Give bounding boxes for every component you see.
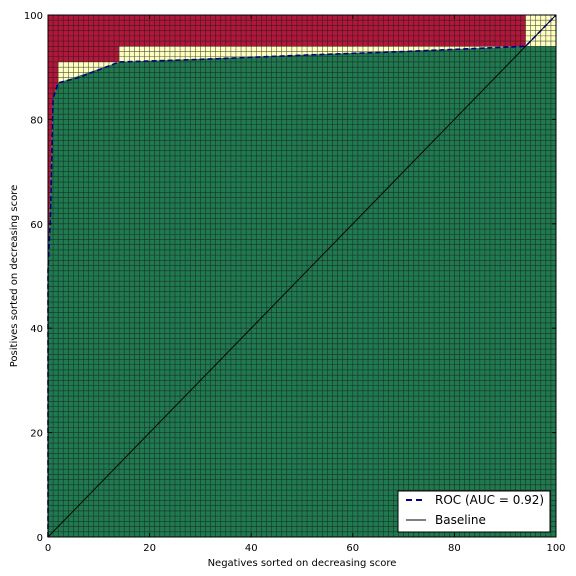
y-tick-label: 20 <box>30 429 43 440</box>
x-tick-label: 80 <box>448 543 461 554</box>
baseline-line <box>47 14 557 538</box>
axis-ticks: 0 20 40 60 80 100 0 20 40 60 80 100 <box>24 11 566 554</box>
y-axis-label: Positives sorted on decreasing score <box>9 185 20 368</box>
x-axis-label: Negatives sorted on decreasing score <box>208 558 397 569</box>
x-tick-label: 60 <box>346 543 359 554</box>
x-tick-label: 100 <box>546 543 565 554</box>
roc-curve-line <box>47 14 557 537</box>
legend-baseline-label: Baseline <box>435 513 486 527</box>
plot-frame <box>47 14 557 538</box>
x-tick-label: 40 <box>245 543 258 554</box>
x-tick-label: 20 <box>143 543 156 554</box>
y-tick-label: 0 <box>37 533 43 544</box>
grid-lines <box>48 15 556 537</box>
legend-roc-label: ROC (AUC = 0.92) <box>435 493 544 507</box>
legend-box <box>397 490 551 533</box>
legend: ROC (AUC = 0.92) Baseline <box>397 490 551 533</box>
y-tick-label: 60 <box>30 220 43 231</box>
y-tick-label: 40 <box>30 324 43 335</box>
grid-path <box>48 15 556 537</box>
y-tick-label: 80 <box>30 115 43 126</box>
y-tick-label: 100 <box>24 11 43 22</box>
x-tick-label: 0 <box>45 543 51 554</box>
plot-area <box>47 14 557 538</box>
